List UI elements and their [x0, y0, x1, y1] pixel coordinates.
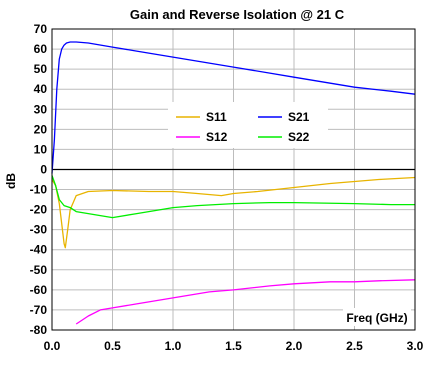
- legend-label-s12: S12: [206, 130, 228, 144]
- y-tick-label: -40: [30, 243, 48, 257]
- y-tick-label: 70: [34, 22, 48, 36]
- series-line-s12: [75, 279, 416, 325]
- series-line-s22: [51, 175, 415, 219]
- legend: S11 S21 S12 S22: [168, 102, 328, 148]
- x-tick-label: 1.0: [165, 339, 182, 353]
- y-tick-label: 50: [34, 62, 48, 76]
- legend-label-s21: S21: [288, 110, 310, 124]
- plot-border: [51, 28, 416, 331]
- y-axis-label: dB: [4, 173, 18, 189]
- y-tick-label: 0: [40, 162, 47, 176]
- y-tick-label: 40: [34, 82, 48, 96]
- series-group: [51, 41, 416, 325]
- x-tick-label: 2.5: [346, 339, 363, 353]
- legend-label-s11: S11: [206, 110, 227, 124]
- y-tick-label: -60: [30, 283, 48, 297]
- chart-title: Gain and Reverse Isolation @ 21 C: [130, 7, 345, 22]
- x-axis-label-background: [343, 308, 411, 326]
- x-tick-labels: 0.0 0.5 1.0 1.5 2.0 2.5 3.0: [44, 339, 424, 353]
- legend-background: [168, 102, 328, 148]
- y-tick-label: -70: [30, 303, 48, 317]
- y-tick-label: 60: [34, 42, 48, 56]
- y-tick-label: -20: [30, 203, 48, 217]
- x-tick-label: 3.0: [407, 339, 424, 353]
- y-tick-label: 30: [34, 102, 48, 116]
- x-tick-label: 2.0: [286, 339, 303, 353]
- x-tick-label: 1.5: [225, 339, 242, 353]
- y-tick-labels: -80 -70 -60 -50 -40 -30 -20 -10 0 10 20 30 40 50 60 70: [30, 22, 48, 337]
- series-line-s11: [51, 176, 416, 249]
- x-tick-label: 0.0: [44, 339, 61, 353]
- y-tick-label: 20: [34, 122, 48, 136]
- y-tick-label: 10: [34, 142, 48, 156]
- y-tick-label: -10: [30, 183, 48, 197]
- x-tick-label: 0.5: [104, 339, 121, 353]
- x-axis-label: Freq (GHz): [346, 311, 407, 325]
- series-line-s21: [51, 41, 416, 174]
- legend-label-s22: S22: [288, 130, 310, 144]
- y-tick-label: -50: [30, 263, 48, 277]
- y-tick-label: -30: [30, 223, 48, 237]
- y-tick-label: -80: [30, 323, 48, 337]
